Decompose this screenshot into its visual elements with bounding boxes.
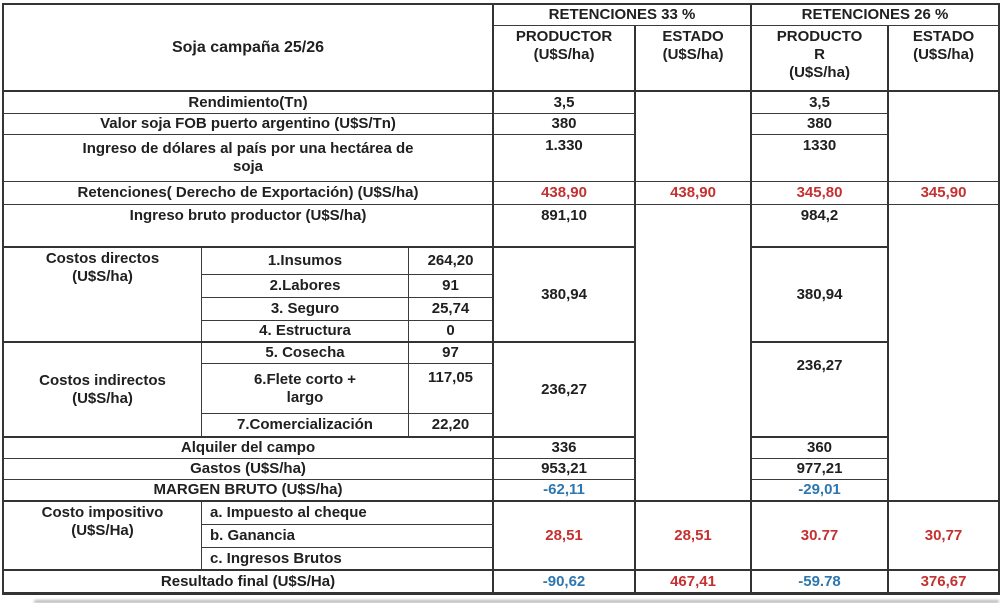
header-group-retenciones-33: RETENCIONES 33 % [494,5,753,26]
cell-ingreso-dolares-productor33: 1.330 [494,135,637,182]
col-header-estado-33: ESTADO (U$S/ha) [636,26,753,92]
cell-estado33-empty-top [636,92,753,182]
table-row: Resultado final (U$S/Ha) -90,62 467,41 -… [4,571,1000,595]
cell-ingreso-bruto-productor26: 984,2 [752,205,890,248]
cell-margen-bruto-productor33: -62,11 [494,480,637,502]
table-row: Costo impositivo (U$S/Ha) a. Impuesto al… [4,502,1000,571]
cell-costos-directos-productor26: 380,94 [752,248,890,343]
table-row: 4. Estructura 0 [4,321,1000,343]
page-title: Soja campaña 25/26 [4,5,495,92]
cell-costos-directos-value-4: 0 [409,321,495,343]
cell-costo-impositivo-item-a: a. Impuesto al cheque [202,502,495,525]
cell-margen-bruto-productor26: -29,01 [752,480,890,502]
cell-costo-impositivo-estado26: 30,77 [889,502,1000,571]
row-retenciones-label: Retenciones( Derecho de Exportación) (U$… [4,182,495,205]
table-row: Rendimiento(Tn) 3,5 3,5 [4,92,1000,182]
cell-estado26-empty-top [889,92,1000,182]
row-ingreso-bruto-label: Ingreso bruto productor (U$S/ha) [4,205,495,248]
table-row: 2.Labores 91 [4,275,1000,298]
table-row: Ingreso bruto productor (U$S/ha) 891,10 … [4,205,1000,502]
table-row: Gastos (U$S/ha) 953,21 977,21 [4,459,1000,480]
cell-costos-indirectos-item-6: 6.Flete corto + largo [202,364,409,414]
table-row: MARGEN BRUTO (U$S/ha) -62,11 -29,01 [4,480,1000,502]
cell-costos-indirectos-productor26: 236,27 [752,343,890,438]
row-valor-soja-label: Valor soja FOB puerto argentino (U$S/Tn) [4,114,495,135]
cell-valor-soja-productor33: 380 [494,114,637,135]
cell-costos-directos-productor33: 380,94 [494,248,637,343]
cell-costos-directos-item-2: 2.Labores [202,275,409,298]
cell-costo-impositivo-item-c: c. Ingresos Brutos [202,548,495,571]
cell-costos-indirectos-value-6: 117,05 [409,364,495,414]
cell-rendimiento-productor33: 3,5 [494,92,637,114]
cell-gastos-productor26: 977,21 [752,459,890,480]
table-row: Ingreso de dólares al país por una hectá… [4,135,1000,182]
table-row: Alquiler del campo 336 360 [4,438,1000,459]
header-group-retenciones-26: RETENCIONES 26 % [752,5,1000,26]
cell-gastos-productor33: 953,21 [494,459,637,480]
col-header-productor-26: PRODUCTO R (U$S/ha) [752,26,890,92]
row-margen-bruto-label: MARGEN BRUTO (U$S/ha) [4,480,495,502]
cell-costo-impositivo-item-b: b. Ganancia [202,525,495,548]
cell-costos-directos-value-2: 91 [409,275,495,298]
cell-estado33-empty-middle [636,205,753,502]
cell-estado26-empty-middle [889,205,1000,502]
col-header-productor-33: PRODUCTOR (U$S/ha) [494,26,637,92]
cell-resultado-final-estado26: 376,67 [889,571,1000,595]
cell-alquiler-productor26: 360 [752,438,890,459]
cell-costos-indirectos-item-7: 7.Comercialización [202,414,409,438]
table-row: Retenciones( Derecho de Exportación) (U$… [4,182,1000,205]
table-row: c. Ingresos Brutos [4,548,1000,571]
cell-valor-soja-productor26: 380 [752,114,890,135]
cell-alquiler-productor33: 336 [494,438,637,459]
cell-retenciones-productor26: 345,80 [752,182,890,205]
cell-retenciones-estado33: 438,90 [636,182,753,205]
table-row: Valor soja FOB puerto argentino (U$S/Tn)… [4,114,1000,135]
cell-retenciones-productor33: 438,90 [494,182,637,205]
cell-retenciones-estado26: 345,90 [889,182,1000,205]
cell-resultado-final-productor26: -59.78 [752,571,890,595]
cell-resultado-final-estado33: 467,41 [636,571,753,595]
table-row: 6.Flete corto + largo 117,05 [4,364,1000,414]
row-costos-directos-label: Costos directos (U$S/ha) [4,248,202,343]
row-alquiler-label: Alquiler del campo [4,438,495,459]
row-ingreso-dolares-label: Ingreso de dólares al país por una hectá… [4,135,495,182]
col-header-estado-26: ESTADO (U$S/ha) [889,26,1000,92]
table-row: 7.Comercialización 22,20 [4,414,1000,438]
table-row: Costos indirectos (U$S/ha) 5. Cosecha 97… [4,343,1000,438]
cell-costos-indirectos-value-5: 97 [409,343,495,364]
table-row: 3. Seguro 25,74 [4,298,1000,321]
cell-costo-impositivo-estado33: 28,51 [636,502,753,571]
cell-costos-indirectos-item-5: 5. Cosecha [202,343,409,364]
cell-costos-directos-item-4: 4. Estructura [202,321,409,343]
row-costos-indirectos-label: Costos indirectos (U$S/ha) [4,343,202,438]
cell-costo-impositivo-productor33: 28,51 [494,502,637,571]
row-resultado-final-label: Resultado final (U$S/Ha) [4,571,495,595]
soy-campaign-cost-table: Soja campaña 25/26 RETENCIONES 33 % RETE… [2,3,1000,595]
cell-ingreso-bruto-productor33: 891,10 [494,205,637,248]
cell-rendimiento-productor26: 3,5 [752,92,890,114]
row-costo-impositivo-label: Costo impositivo (U$S/Ha) [4,502,202,571]
cell-costos-directos-value-3: 25,74 [409,298,495,321]
row-rendimiento-label: Rendimiento(Tn) [4,92,495,114]
cell-costo-impositivo-productor26: 30.77 [752,502,890,571]
table-row: Costos directos (U$S/ha) 1.Insumos 264,2… [4,248,1000,343]
table-row: b. Ganancia [4,525,1000,548]
cell-costos-indirectos-value-7: 22,20 [409,414,495,438]
cell-resultado-final-productor33: -90,62 [494,571,637,595]
cell-ingreso-dolares-productor26: 1330 [752,135,890,182]
cell-costos-directos-value-1: 264,20 [409,248,495,275]
cell-costos-indirectos-productor33: 236,27 [494,343,637,438]
cell-costos-directos-item-3: 3. Seguro [202,298,409,321]
cell-costos-directos-item-1: 1.Insumos [202,248,409,275]
row-gastos-label: Gastos (U$S/ha) [4,459,495,480]
